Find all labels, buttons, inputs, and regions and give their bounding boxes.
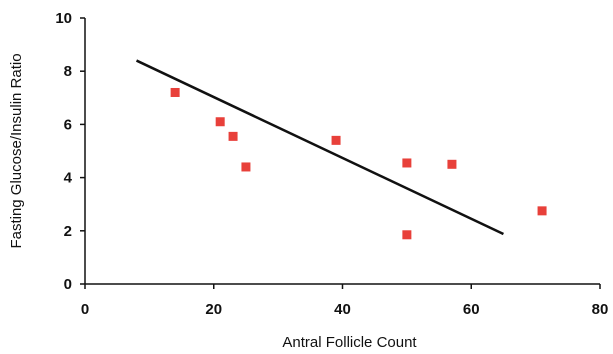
scatter-point <box>402 158 412 168</box>
x-tick-label: 20 <box>205 301 222 318</box>
y-tick-label: 0 <box>64 276 72 293</box>
scatter-point <box>170 87 180 97</box>
axis-ticks: 0 20 40 60 80 0 2 4 6 8 10 <box>55 10 608 318</box>
scatter-point <box>402 230 412 240</box>
y-axis-title: Fasting Glucose/Insulin Ratio <box>8 53 25 248</box>
axes <box>84 18 600 285</box>
y-tick-label: 10 <box>55 10 72 27</box>
y-tick-label: 8 <box>64 63 72 80</box>
x-tick-label: 40 <box>334 301 351 318</box>
y-tick-label: 2 <box>64 223 72 240</box>
x-axis-title: Antral Follicle Count <box>282 334 417 351</box>
y-tick-label: 4 <box>64 170 73 187</box>
trend-line <box>135 59 504 236</box>
scatter-point <box>447 159 457 169</box>
y-tick-label: 6 <box>64 116 72 133</box>
x-tick-label: 80 <box>592 301 609 318</box>
scatter-point <box>215 117 225 127</box>
scatter-point <box>537 206 547 216</box>
scatter-point <box>241 162 251 172</box>
scatter-point <box>228 131 238 141</box>
x-tick-label: 0 <box>81 301 89 318</box>
x-tick-label: 60 <box>463 301 480 318</box>
scatter-point <box>331 135 341 145</box>
plot-area <box>135 59 547 240</box>
